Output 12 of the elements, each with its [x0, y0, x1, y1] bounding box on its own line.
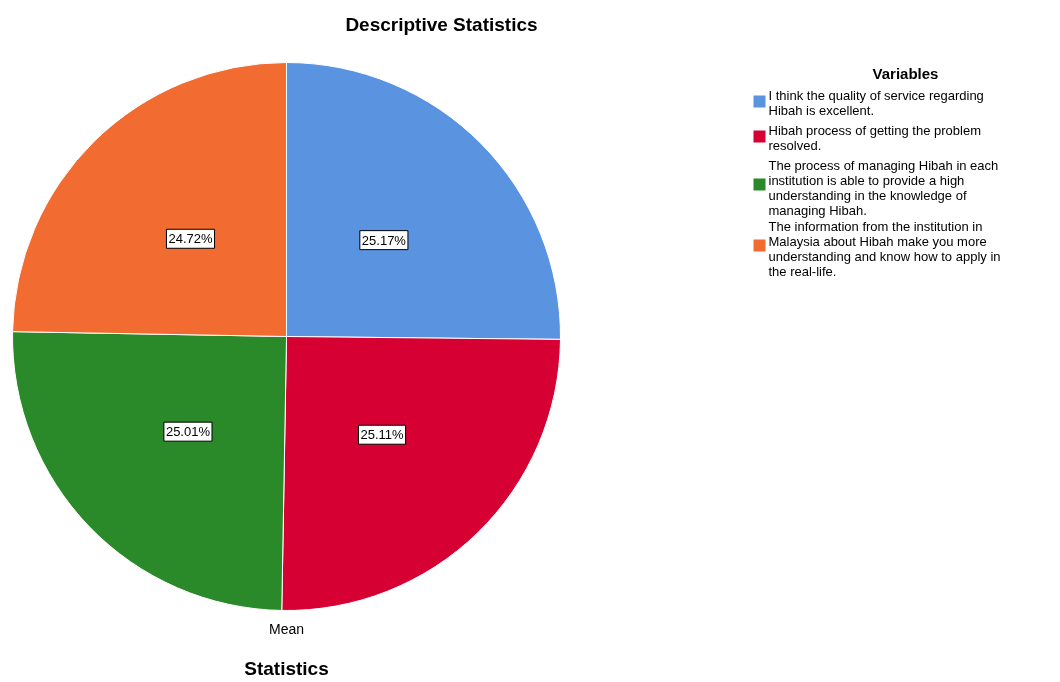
- data-label: 25.17%: [361, 232, 407, 248]
- legend-label: The process of managing Hibah in each institution is able to provide a high understanding in the knowledge of managing Hibah.: [768, 157, 999, 218]
- data-label: 25.01%: [165, 424, 211, 440]
- legend-label: I think the quality of service regarding Hibah is excellent.: [768, 87, 984, 118]
- text: Mean: [268, 620, 305, 637]
- data-label: 25.11%: [360, 427, 405, 443]
- data-label: 24.72%: [168, 231, 213, 247]
- chart-title: Descriptive Statistics: [345, 14, 538, 35]
- text: Statistics: [244, 658, 329, 679]
- legend-title: Variables: [872, 65, 939, 82]
- legend-label: The information from the institution in Malaysia about Hibah make you more understanding and know how to apply in the real-life.: [768, 218, 1001, 279]
- legend-label: Hibah process of getting the problem resolved.: [768, 122, 981, 153]
